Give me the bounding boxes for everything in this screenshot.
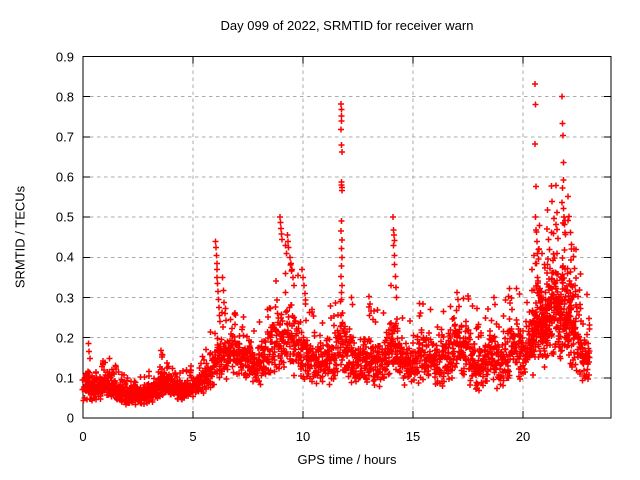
y-tick-label: 0.5 <box>55 209 74 225</box>
y-tick-label: 0.9 <box>55 49 74 64</box>
x-tick-label: 20 <box>515 429 531 444</box>
y-tick-label: 0.3 <box>55 290 74 305</box>
x-tick-label: 5 <box>189 429 197 444</box>
y-tick-label: 0.6 <box>55 169 74 185</box>
y-tick-label: 0.2 <box>55 330 74 346</box>
plot-border <box>82 56 612 419</box>
x-axis-label: GPS time / hours <box>297 452 397 467</box>
x-tick-label: 15 <box>405 429 421 444</box>
y-tick-label: 0 <box>66 410 74 426</box>
y-tick-label: 0.7 <box>55 129 74 145</box>
y-tick-label: 0.4 <box>55 249 74 265</box>
x-tick-label: 0 <box>79 429 87 444</box>
x-tick-label: 10 <box>295 429 311 444</box>
y-tick-label: 0.8 <box>55 89 74 105</box>
y-tick-label: 0.1 <box>55 370 74 386</box>
scatter-points <box>79 81 593 408</box>
chart-title: Day 099 of 2022, SRMTID for receiver war… <box>220 18 474 33</box>
